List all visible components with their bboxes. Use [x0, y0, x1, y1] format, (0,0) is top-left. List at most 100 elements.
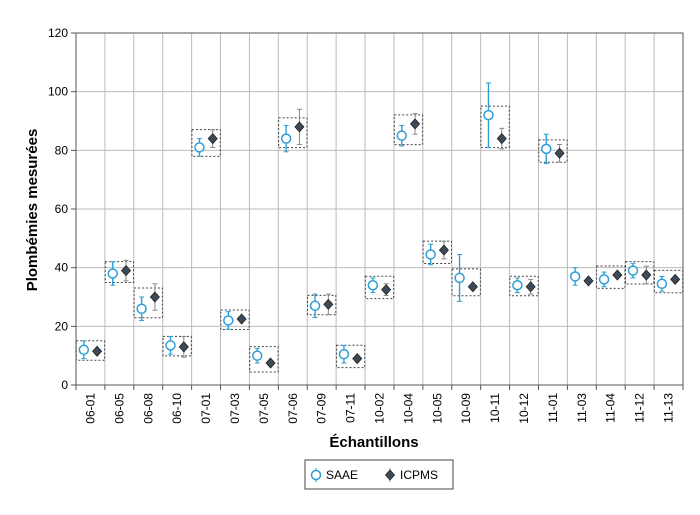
pair-boxes [75, 105, 684, 373]
pair-box [624, 261, 655, 285]
pair-box [104, 261, 135, 284]
saae-point [223, 315, 234, 326]
icpms-point [120, 265, 132, 277]
y-tick-label: 80 [55, 143, 69, 157]
x-tick-label: 10-09 [459, 393, 473, 424]
icpms-point [149, 291, 160, 303]
x-tick-label: 06-10 [170, 393, 184, 424]
grid-lines [76, 32, 683, 386]
error-bars [81, 82, 665, 364]
x-tick-label: 06-05 [112, 393, 126, 424]
x-tick-label: 10-11 [488, 393, 502, 423]
icpms-point [410, 118, 421, 130]
pair-box [653, 269, 684, 294]
saae-point [309, 300, 321, 312]
x-tick-label: 10-05 [430, 393, 444, 424]
y-tick-label: 120 [48, 26, 68, 40]
saae-point [194, 142, 205, 153]
y-tick-label: 100 [48, 85, 68, 99]
pair-box [133, 287, 163, 319]
saae-point [512, 280, 523, 291]
pair-box [249, 346, 279, 373]
x-tick-label: 06-01 [83, 393, 97, 424]
saae-point [569, 271, 581, 282]
pair-box [393, 114, 424, 146]
icpms-point [323, 298, 334, 310]
icpms-point [467, 281, 478, 293]
saae-point [165, 340, 176, 351]
saae-point [396, 130, 408, 141]
x-tick-label: 10-02 [373, 393, 387, 424]
pair-box [191, 129, 221, 157]
saae-point [136, 303, 147, 314]
x-tick-label: 11-04 [604, 393, 618, 423]
icpms-point [583, 275, 594, 287]
legend-box [304, 459, 454, 490]
saae-point [627, 265, 639, 276]
saae-point [541, 143, 552, 155]
saae-point [454, 272, 465, 284]
pair-box [596, 265, 626, 289]
pair-box [538, 139, 568, 163]
x-tick-label: 11-13 [662, 393, 676, 423]
x-tick-label: 07-06 [286, 393, 300, 424]
pair-box [220, 309, 250, 330]
y-tick-label: 0 [61, 378, 68, 392]
icpms-point [236, 313, 247, 325]
x-tick-label: 07-09 [315, 393, 329, 424]
saae-point [78, 344, 90, 356]
icpms-point [525, 281, 536, 293]
legend-saae-marker [310, 469, 322, 481]
icpms-point [178, 341, 189, 353]
icpms-point [496, 133, 507, 145]
pair-box [509, 275, 539, 297]
icpms-point [612, 269, 623, 281]
icpms-point [265, 357, 276, 369]
x-tick-label: 07-11 [344, 393, 358, 423]
x-tick-label: 11-12 [633, 393, 647, 423]
icpms-point [381, 284, 392, 296]
saae-point [425, 249, 436, 260]
legend-label: ICPMS [400, 468, 438, 482]
saae-point [338, 348, 350, 360]
legend-label: SAAE [326, 468, 358, 482]
x-tick-label: 10-04 [401, 393, 415, 424]
y-axis-title: Plombémies mesurées [24, 129, 41, 292]
icpms-point [670, 273, 681, 285]
saae-point [483, 109, 494, 121]
legend-items: SAAE ICPMS [310, 468, 438, 482]
saae-point [280, 133, 292, 144]
y-tick-label: 20 [55, 319, 69, 333]
pair-box [307, 294, 337, 316]
x-tick-label: 11-03 [575, 393, 589, 423]
pair-box [364, 275, 395, 300]
saae-point [367, 280, 379, 291]
x-tick-label: 07-05 [257, 393, 271, 424]
icpms-point [352, 353, 363, 365]
pair-box [278, 117, 308, 149]
pair-box [162, 335, 192, 357]
x-tick-label: 07-03 [228, 393, 242, 424]
icpms-point [554, 147, 565, 159]
x-tick-label: 11-01 [546, 393, 560, 423]
x-axis-title: Échantillons [329, 434, 418, 451]
saae-point [107, 268, 118, 279]
pair-box [422, 240, 452, 264]
y-tick-label: 60 [55, 202, 69, 216]
data-points [78, 109, 681, 369]
x-axis-ticks: 06-01 06-05 06-08 06-10 07-01 07-03 07-05 07-06… [75, 385, 684, 424]
saae-point [656, 278, 668, 290]
saae-point [251, 350, 263, 361]
legend: SAAE ICPMS [304, 459, 454, 490]
icpms-point [438, 244, 449, 256]
pair-box [75, 340, 106, 361]
icpms-point [294, 121, 305, 133]
y-tick-label: 40 [55, 261, 69, 275]
icpms-point [92, 345, 103, 357]
pair-box [480, 105, 510, 149]
x-tick-label: 06-08 [141, 393, 155, 424]
icpms-point [207, 133, 218, 145]
icpms-point [641, 269, 652, 281]
pair-box [451, 268, 481, 297]
